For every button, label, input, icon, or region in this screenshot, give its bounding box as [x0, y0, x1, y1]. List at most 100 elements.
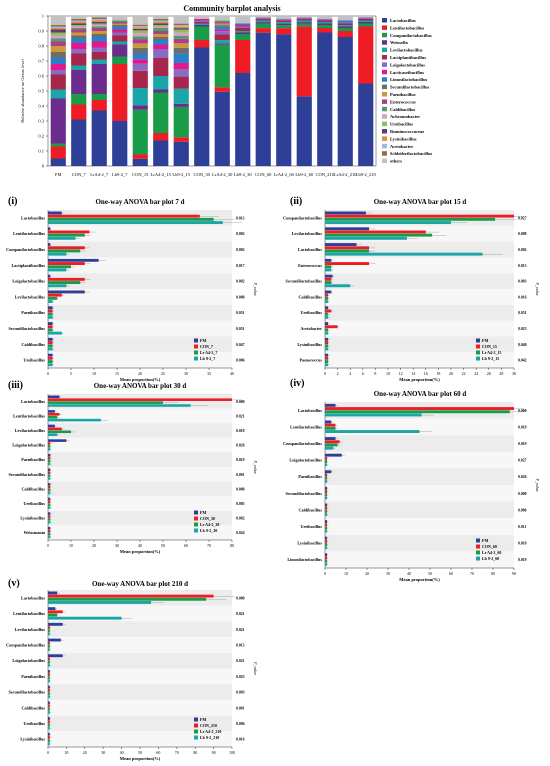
p-value: 0.021 [236, 659, 245, 663]
group-bar [48, 723, 50, 727]
p-value: 0.000 [236, 596, 245, 600]
group-bar [48, 610, 63, 614]
group-bar [325, 265, 332, 269]
genus-label: Caldibacillus [21, 342, 45, 347]
stack-segment [235, 28, 251, 31]
group-bar [48, 293, 62, 297]
group-bar [48, 685, 50, 689]
p-value: 0.023 [518, 327, 527, 331]
stack-segment [214, 23, 230, 26]
legend-swatch [382, 106, 387, 112]
panel-label: (i) [8, 196, 17, 207]
xtick-label: 20 [365, 571, 369, 576]
xtick-label: 15 [115, 371, 119, 376]
group-bar [48, 638, 61, 642]
genus-label: Lactobacillus [21, 595, 45, 600]
stack-segment [50, 28, 66, 30]
genus-label: Loigolactobacillus [12, 443, 45, 448]
genus-label: Lactobacillus [21, 399, 45, 404]
sample-label: LrA4-2_210 [334, 172, 357, 177]
panel-label: (v) [8, 578, 20, 589]
stack-segment [132, 63, 148, 71]
group-bar [325, 456, 328, 460]
stack-segment [153, 20, 169, 22]
stack-segment [91, 100, 107, 111]
legend-swatch [382, 143, 387, 149]
stack-segment [317, 19, 333, 21]
row-band [48, 423, 232, 438]
group-bar [48, 644, 50, 648]
group-bar [48, 506, 51, 509]
group-bar [325, 328, 329, 332]
stack-segment [112, 29, 128, 33]
stack-segment [153, 31, 169, 34]
genus-label: Levilactobacillus [15, 428, 46, 433]
group-bar [48, 306, 53, 310]
legend-swatch [382, 158, 387, 164]
stack-segment [235, 34, 251, 40]
group-legend-label: CON_7 [200, 344, 213, 349]
group-bar [48, 670, 50, 673]
xtick-label: 10 [344, 571, 348, 576]
group-legend-label: CON_60 [482, 544, 497, 549]
stack-segment [235, 73, 251, 166]
stack-segment [91, 22, 107, 24]
group-bar [325, 217, 496, 221]
stack-segment [296, 23, 312, 27]
group-legend-swatch [194, 516, 198, 521]
group-bar [325, 562, 328, 566]
stack-segment [276, 34, 292, 166]
stack-segment [337, 26, 353, 28]
group-legend-label: Lr A4-2_210 [200, 729, 221, 734]
stack-segment [50, 16, 66, 25]
group-bar [48, 258, 99, 262]
legend-swatch [382, 62, 387, 67]
xtick-label: 80 [491, 571, 495, 576]
xtick-label: 10 [69, 543, 73, 548]
genus-label: Secundilactobacillus [285, 279, 322, 284]
stack-segment [112, 20, 128, 22]
group-bar [48, 720, 50, 724]
stack-segment [173, 25, 189, 27]
group-bar [48, 398, 232, 401]
stack-segment [132, 33, 148, 37]
stack-segment [71, 16, 87, 19]
stack-segment [153, 89, 169, 93]
group-bar [48, 526, 51, 530]
stack-segment [71, 104, 87, 120]
p-value: 0.031 [518, 311, 527, 315]
panel-title: One-way ANOVA bar plot 30 d [94, 382, 187, 390]
x-axis-label: Mean proportion(%) [399, 377, 440, 382]
group-bar [48, 363, 53, 367]
group-bar [48, 353, 53, 357]
row-band [325, 352, 514, 368]
ytick-label: 0.8 [38, 44, 44, 49]
stack-segment [112, 26, 128, 30]
group-bar [48, 243, 51, 246]
genus-label: Lentilactobacillus [13, 231, 45, 236]
stack-segment [337, 28, 353, 31]
group-bar [48, 331, 62, 335]
genus-label: Ureibacillus [300, 310, 322, 315]
stack-segment [214, 20, 230, 23]
genus-label: Lactobacillus [21, 215, 45, 220]
stack-segment [91, 94, 107, 100]
stack-segment [214, 16, 230, 21]
p-value: 0.024 [236, 531, 245, 535]
stack-segment [50, 98, 66, 144]
group-bar [325, 543, 328, 546]
row-band [48, 684, 232, 700]
p-value: 0.003 [518, 280, 527, 284]
p-value: 0.017 [236, 264, 245, 268]
sample-label: CON_60 [255, 172, 272, 177]
stack-segment [132, 36, 148, 40]
p-value: 0.013 [236, 643, 245, 647]
xtick-label: 35 [207, 371, 211, 376]
stack-segment [173, 16, 189, 24]
xtick-label: 16 [424, 371, 428, 376]
stack-segment [91, 28, 107, 31]
ytick-label: 0.6 [38, 74, 44, 79]
group-bar [48, 325, 53, 329]
group-bar [48, 296, 58, 300]
group-bar [325, 363, 329, 367]
